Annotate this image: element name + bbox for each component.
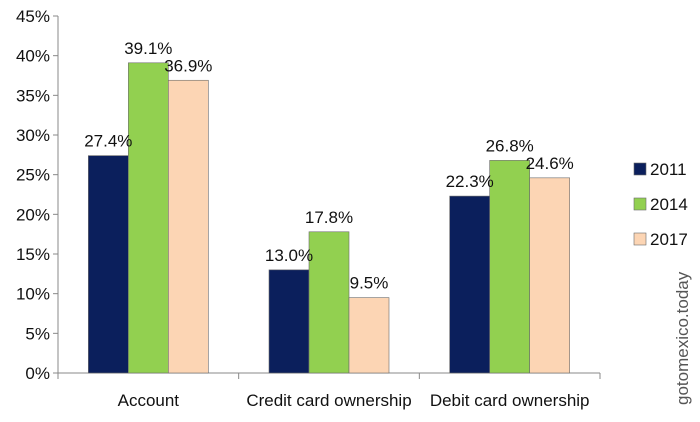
data-label: 24.6%	[526, 154, 574, 173]
bar-2017	[168, 79, 209, 374]
bar-2014	[308, 231, 350, 374]
bars	[88, 62, 570, 374]
y-tick-label: 10%	[16, 285, 50, 304]
y-axis: 0% 5% 10% 15% 20% 25% 30% 35% 40% 45%	[16, 7, 59, 383]
legend: 2011 2014 2017	[633, 160, 688, 249]
legend-swatch-2017	[633, 232, 647, 246]
data-label: 39.1%	[124, 39, 172, 58]
legend-label-2011: 2011	[650, 160, 687, 179]
y-tick-label: 0%	[25, 364, 50, 383]
legend-swatch-2011	[633, 162, 647, 176]
y-tick-label: 45%	[16, 7, 50, 26]
data-label: 36.9%	[164, 56, 212, 75]
bar-2011	[449, 195, 490, 374]
data-label: 13.0%	[265, 246, 313, 265]
y-tick-label: 40%	[16, 47, 50, 66]
x-category-label: Debit card ownership	[430, 391, 590, 410]
bar-2011	[88, 155, 129, 374]
data-label: 22.3%	[446, 172, 494, 191]
y-tick-label: 30%	[16, 126, 50, 145]
y-tick-label: 5%	[25, 324, 50, 343]
legend-label-2017: 2017	[650, 230, 688, 249]
y-tick-label: 25%	[16, 166, 50, 185]
bar-2011	[268, 269, 310, 374]
data-label: 26.8%	[486, 136, 534, 155]
x-category-label: Account	[118, 391, 180, 410]
bar-2014	[128, 62, 169, 374]
x-axis: Account Credit card ownership Debit card o…	[57, 372, 601, 410]
y-tick-label: 20%	[16, 205, 50, 224]
data-label: 17.8%	[305, 208, 353, 227]
bar-2017	[348, 297, 390, 374]
data-label: 9.5%	[350, 274, 389, 293]
y-tick-label: 35%	[16, 86, 50, 105]
x-category-label: Credit card ownership	[246, 391, 411, 410]
watermark-text: gotomexico.today	[673, 271, 692, 405]
y-tick-label: 15%	[16, 245, 50, 264]
legend-label-2014: 2014	[650, 195, 688, 214]
data-label: 27.4%	[84, 132, 132, 151]
data-labels: 27.4% 39.1%36.9% 13.0% 17.8% 9.5% 22.3% 26.8%2…	[84, 39, 574, 293]
bar-2017	[529, 177, 570, 374]
bar-2014	[489, 160, 530, 374]
legend-swatch-2014	[633, 197, 647, 211]
